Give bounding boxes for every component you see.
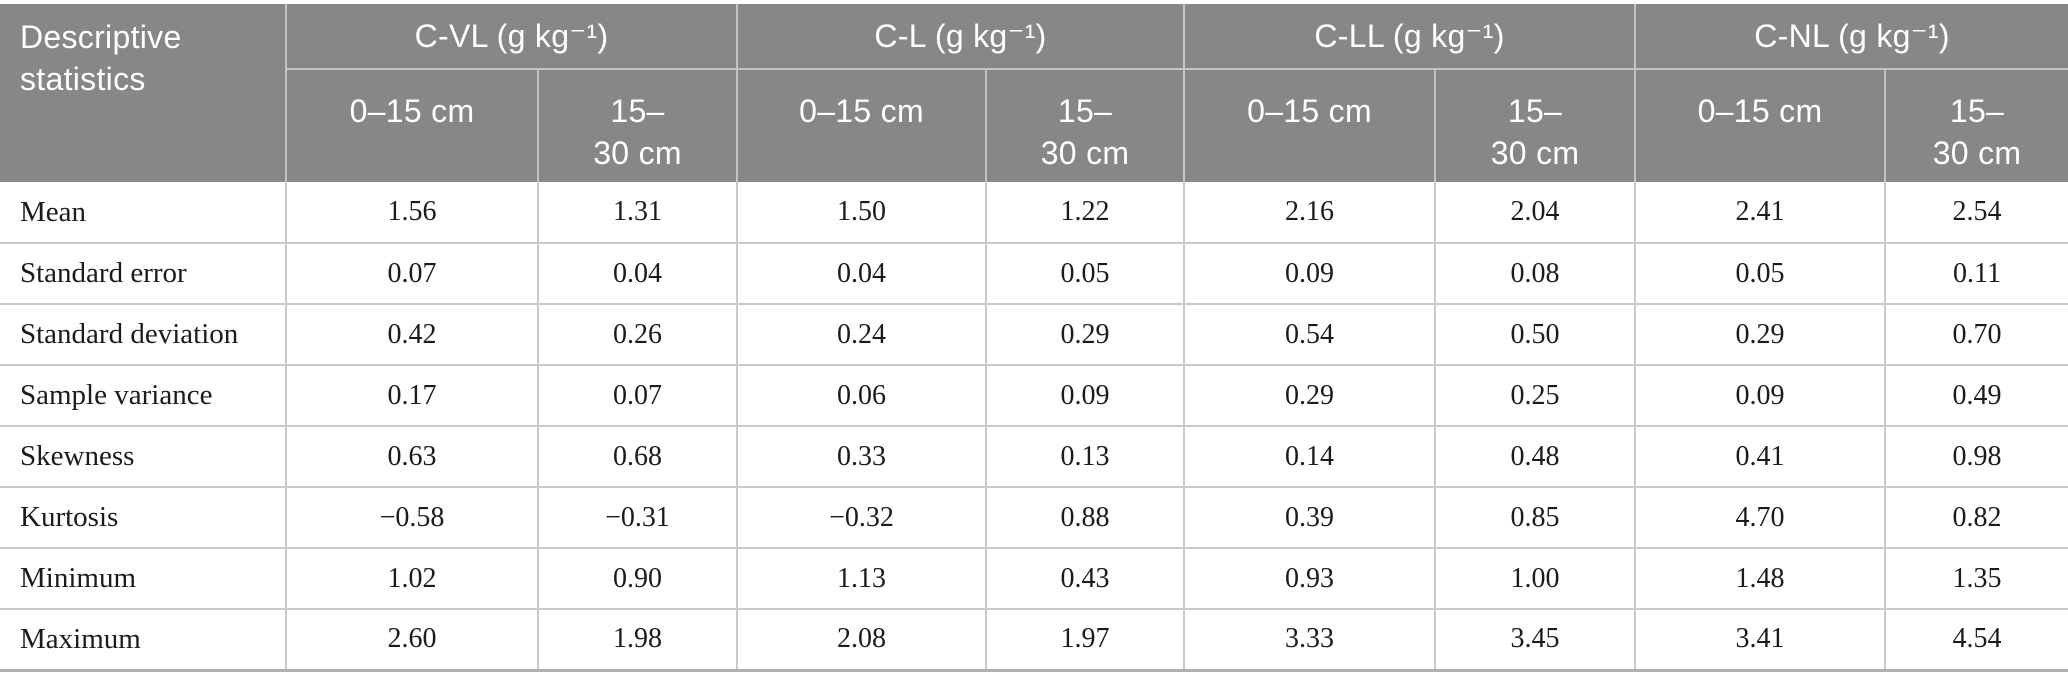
data-cell: 1.13 [736,547,987,609]
data-cell: 0.17 [285,364,538,426]
row-label: Kurtosis [0,486,286,548]
data-cell: 1.02 [285,547,538,609]
data-cell: 0.70 [1884,303,2068,365]
data-cell: 0.93 [1183,547,1436,609]
data-cell: 0.90 [536,547,738,609]
data-cell: 2.41 [1634,182,1886,243]
row-label: Minimum [0,547,286,609]
group-header-row: Descriptive statistics C-VL (g kg⁻¹) C-L… [0,4,2068,182]
data-cell: −0.58 [285,486,538,548]
table-row-kurtosis: Kurtosis −0.58 −0.31 −0.32 0.88 0.39 0.8… [0,486,2068,548]
data-cell: 0.39 [1183,486,1436,548]
data-cell: 1.31 [536,182,738,243]
data-cell: 4.54 [1884,608,2068,672]
data-cell: 0.11 [1884,242,2068,304]
data-cell: 1.98 [536,608,738,672]
subcolumn-header-cnl-0-15: 0–15 cm [1634,69,1886,182]
data-cell: 1.00 [1434,547,1636,609]
data-cell: 0.49 [1884,364,2068,426]
data-cell: 1.97 [985,608,1185,672]
data-cell: 0.09 [1183,242,1436,304]
group-header-cl: C-L (g kg⁻¹) [736,4,1185,70]
table-row-sample-variance: Sample variance 0.17 0.07 0.06 0.09 0.29… [0,364,2068,426]
row-label: Standard error [0,242,286,304]
data-cell: 0.29 [1183,364,1436,426]
data-cell: 0.63 [285,425,538,487]
subcolumn-header-cll-0-15: 0–15 cm [1183,69,1436,182]
data-cell: 0.54 [1183,303,1436,365]
data-cell: 0.98 [1884,425,2068,487]
row-label: Maximum [0,608,286,672]
data-cell: 0.09 [985,364,1185,426]
data-cell: 0.07 [536,364,738,426]
subcolumn-header-cl-15-30: 15– 30 cm [985,69,1185,182]
data-cell: 3.41 [1634,608,1886,672]
subcolumn-header-cll-15-30: 15– 30 cm [1434,69,1636,182]
data-cell: 0.06 [736,364,987,426]
data-cell: 3.33 [1183,608,1436,672]
table-row-maximum: Maximum 2.60 1.98 2.08 1.97 3.33 3.45 3.… [0,608,2068,672]
data-cell: 0.29 [1634,303,1886,365]
subcolumn-header-cl-0-15: 0–15 cm [736,69,987,182]
data-cell: 2.04 [1434,182,1636,243]
data-cell: 2.60 [285,608,538,672]
subcolumn-header-cvl-15-30: 15– 30 cm [536,69,738,182]
data-cell: 0.82 [1884,486,2068,548]
data-cell: 1.48 [1634,547,1886,609]
data-cell: 1.56 [285,182,538,243]
group-header-cnl: C-NL (g kg⁻¹) [1634,4,2068,70]
table-row-minimum: Minimum 1.02 0.90 1.13 0.43 0.93 1.00 1.… [0,547,2068,609]
data-cell: 0.33 [736,425,987,487]
table-row-skewness: Skewness 0.63 0.68 0.33 0.13 0.14 0.48 0… [0,425,2068,487]
data-cell: 0.04 [736,242,987,304]
subcolumn-header-cnl-15-30: 15– 30 cm [1884,69,2068,182]
data-cell: 0.43 [985,547,1185,609]
data-cell: 1.50 [736,182,987,243]
data-cell: 0.24 [736,303,987,365]
data-cell: 0.29 [985,303,1185,365]
table-header: Descriptive statistics C-VL (g kg⁻¹) C-L… [0,4,2068,182]
data-cell: 0.13 [985,425,1185,487]
row-label: Skewness [0,425,286,487]
data-cell: 0.26 [536,303,738,365]
data-cell: 0.07 [285,242,538,304]
data-cell: 0.50 [1434,303,1636,365]
data-cell: 0.05 [1634,242,1886,304]
data-cell: 2.16 [1183,182,1436,243]
data-cell: −0.31 [536,486,738,548]
depth-header-row: 0–15 cm 15– 30 cm 0–15 cm 15– 30 cm 0–15… [0,69,2068,182]
data-cell: 0.85 [1434,486,1636,548]
data-cell: −0.32 [736,486,987,548]
data-cell: 2.08 [736,608,987,672]
row-label: Sample variance [0,364,286,426]
data-cell: 0.88 [985,486,1185,548]
data-cell: 0.04 [536,242,738,304]
subcolumn-header-cvl-0-15: 0–15 cm [286,69,538,182]
data-cell: 0.05 [985,242,1185,304]
data-cell: 0.09 [1634,364,1886,426]
row-label: Mean [0,182,286,243]
data-cell: 4.70 [1634,486,1886,548]
data-cell: 0.41 [1634,425,1886,487]
data-cell: 0.48 [1434,425,1636,487]
data-cell: 0.42 [285,303,538,365]
row-label: Standard deviation [0,303,286,365]
data-cell: 0.14 [1183,425,1436,487]
table-body: Mean 1.56 1.31 1.50 1.22 2.16 2.04 2.41 … [0,182,2068,672]
table-row-mean: Mean 1.56 1.31 1.50 1.22 2.16 2.04 2.41 … [0,182,2068,243]
table-row-standard-deviation: Standard deviation 0.42 0.26 0.24 0.29 0… [0,303,2068,365]
table-row-standard-error: Standard error 0.07 0.04 0.04 0.05 0.09 … [0,242,2068,304]
group-header-cvl: C-VL (g kg⁻¹) [284,4,738,70]
data-cell: 0.68 [536,425,738,487]
data-cell: 1.22 [985,182,1185,243]
group-header-cll: C-LL (g kg⁻¹) [1183,4,1636,70]
data-cell: 0.08 [1434,242,1636,304]
data-cell: 1.35 [1884,547,2068,609]
corner-header: Descriptive statistics [0,4,287,182]
data-cell: 3.45 [1434,608,1636,672]
descriptive-statistics-table: Descriptive statistics C-VL (g kg⁻¹) C-L… [0,4,2068,672]
data-cell: 0.25 [1434,364,1636,426]
data-cell: 2.54 [1884,182,2068,243]
